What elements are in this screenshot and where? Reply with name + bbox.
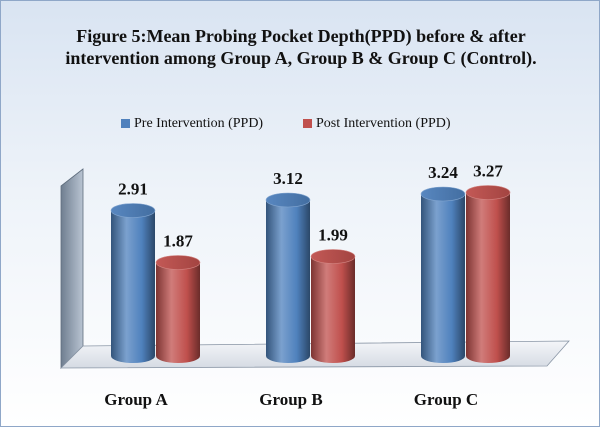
cylinder-top: [110, 203, 156, 218]
cylinder-body: [421, 194, 465, 363]
value-label: 1.99: [318, 225, 348, 244]
cylinder-top: [420, 186, 466, 202]
cylinder: [310, 249, 356, 363]
legend-label: Post Intervention (PPD): [316, 116, 451, 131]
cylinder: [465, 185, 511, 363]
cylinder: [265, 192, 311, 363]
cylinder-body: [111, 210, 155, 363]
cylinder-top: [155, 255, 201, 270]
legend-swatch: [303, 119, 312, 128]
value-label: 2.91: [118, 179, 148, 198]
cylinder-body: [156, 262, 200, 363]
value-label: 3.24: [428, 163, 458, 182]
cylinder-body: [311, 256, 355, 363]
value-label: 3.12: [273, 169, 303, 188]
cylinder: [155, 255, 201, 363]
cylinder-body: [466, 192, 510, 363]
cylinder-body: [266, 200, 310, 363]
cylinder-top: [265, 192, 311, 208]
value-label: 3.27: [473, 161, 503, 180]
cylinder-top: [465, 185, 511, 200]
x-tick-label: Group B: [259, 390, 322, 409]
value-label: 1.87: [163, 231, 193, 250]
x-tick-label: Group C: [414, 390, 478, 409]
cylinder: [110, 203, 156, 363]
legend-swatch: [121, 119, 130, 128]
cylinder: [420, 186, 466, 363]
chart-title: Figure 5:Mean Probing Pocket Depth(PPD) …: [65, 26, 537, 68]
side-wall: [60, 168, 84, 369]
cylinder-top: [310, 249, 356, 264]
legend-label: Pre Intervention (PPD): [134, 116, 263, 131]
x-tick-label: Group A: [104, 390, 168, 409]
